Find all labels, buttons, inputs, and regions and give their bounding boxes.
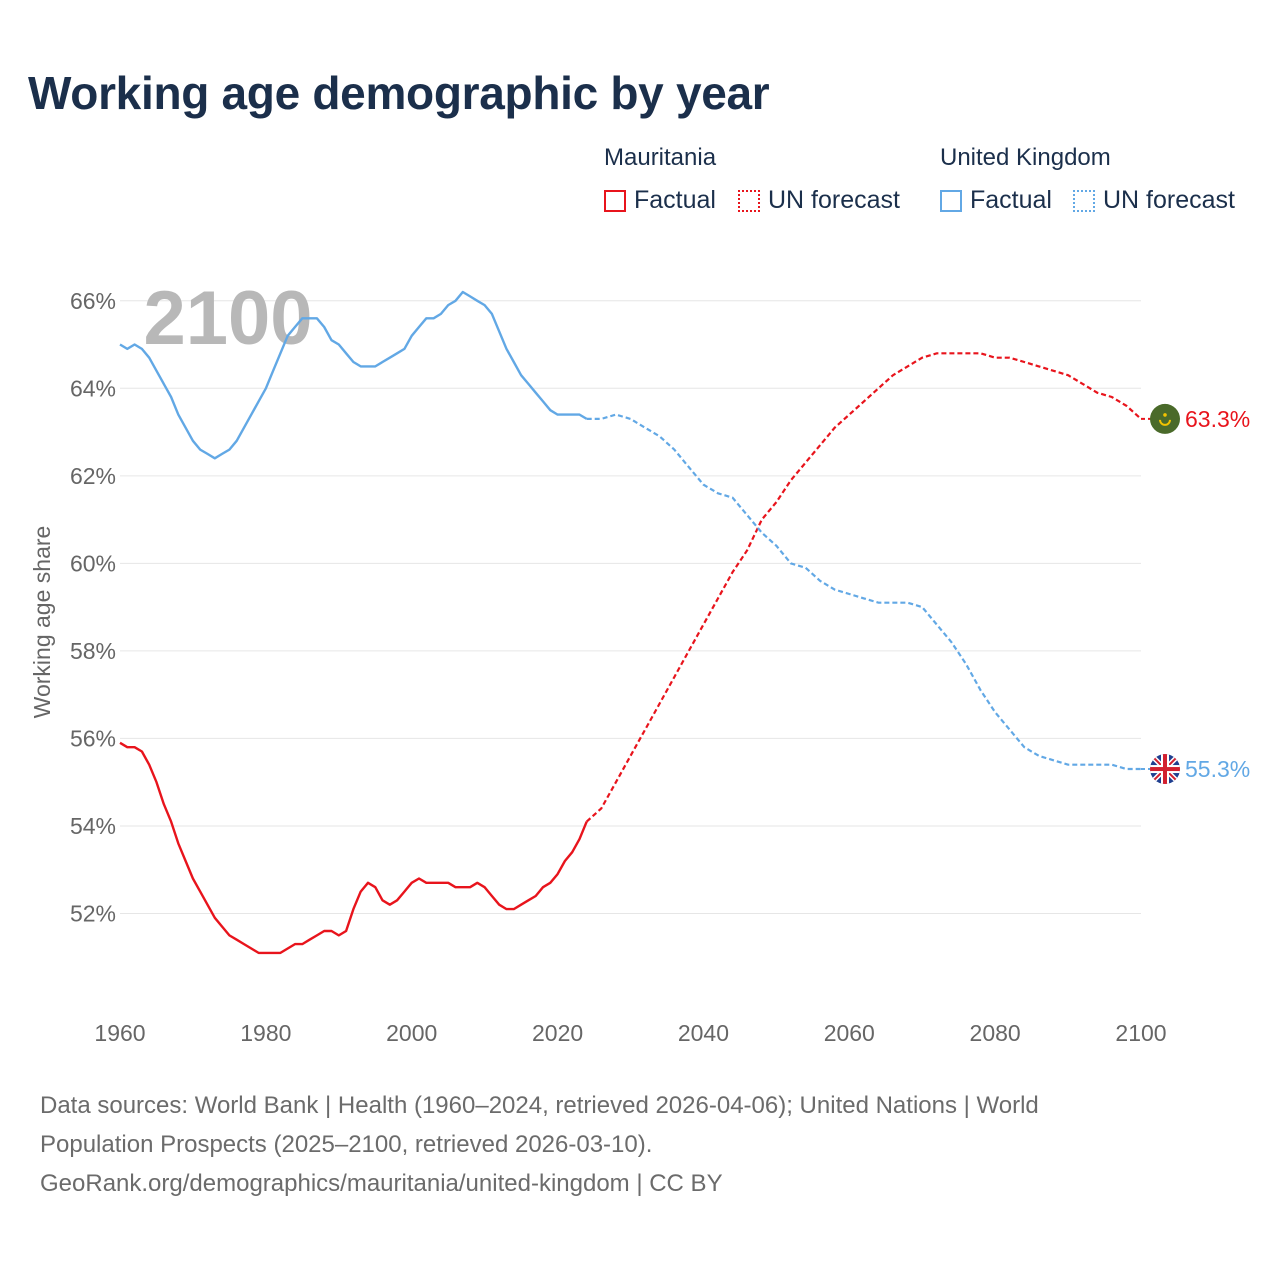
y-axis-ticks: 52% 54% 56% 58% 60% 62% 64% 66% <box>70 288 116 927</box>
footer-line-1: Data sources: World Bank | Health (1960–… <box>40 1092 1039 1119</box>
y-tick-label: 56% <box>70 725 116 751</box>
line-chart: 52% 54% 56% 58% 60% 62% 64% 66% 1960 1980 2000 202… <box>29 276 1250 1046</box>
series-line-mauritania-forecast <box>585 352 1142 823</box>
grid-lines <box>120 300 1141 914</box>
y-tick-label: 60% <box>70 550 116 576</box>
star-icon <box>1163 413 1167 417</box>
x-tick-label: 1960 <box>94 1020 145 1046</box>
legend-title-united-kingdom: United Kingdom <box>940 144 1111 171</box>
series-lines <box>119 290 1142 955</box>
y-tick-label: 52% <box>70 900 116 926</box>
series-line-united-kingdom-forecast <box>586 413 1141 771</box>
y-tick-label: 58% <box>70 638 116 664</box>
footer-line-3[interactable]: GeoRank.org/demographics/mauritania/unit… <box>40 1170 723 1197</box>
x-tick-label: 1980 <box>240 1020 291 1046</box>
x-axis-ticks: 1960 1980 2000 2020 2040 2060 2080 2100 <box>94 1020 1166 1046</box>
flag-disc <box>1150 403 1180 434</box>
end-markers: 63.3% 55.3% <box>1141 403 1250 785</box>
uk-flag-icon <box>1150 754 1180 785</box>
y-axis-label: Working age share <box>29 526 55 719</box>
legend-label: Factual <box>970 186 1052 214</box>
y-tick-label: 64% <box>70 375 116 401</box>
footer-sources: Data sources: World Bank | Health (1960–… <box>40 1086 1240 1203</box>
legend-swatch-dotted-icon <box>1073 189 1095 212</box>
y-tick-label: 66% <box>70 288 116 314</box>
legend-item-mauritania-factual[interactable]: Factual <box>604 186 716 215</box>
year-overlay: 2100 <box>143 276 312 361</box>
x-tick-label: 2080 <box>970 1020 1021 1046</box>
x-tick-label: 2100 <box>1115 1020 1166 1046</box>
y-tick-label: 62% <box>70 463 116 489</box>
legend-label: UN forecast <box>768 186 900 214</box>
legend-title-mauritania: Mauritania <box>604 144 717 171</box>
page-title: Working age demographic by year <box>28 67 770 119</box>
footer-line-2: Population Prospects (2025–2100, retriev… <box>40 1131 653 1158</box>
legend-item-mauritania-forecast[interactable]: UN forecast <box>738 186 900 215</box>
end-value-label-united-kingdom: 55.3% <box>1185 756 1250 782</box>
x-tick-label: 2040 <box>678 1020 729 1046</box>
legend-swatch-dotted-icon <box>738 189 760 212</box>
legend-label: Factual <box>634 186 716 214</box>
end-value-label-mauritania: 63.3% <box>1185 406 1250 432</box>
legend-swatch-solid-icon <box>604 189 626 212</box>
legend-item-uk-forecast[interactable]: UN forecast <box>1073 186 1235 215</box>
x-tick-label: 2020 <box>532 1020 583 1046</box>
x-tick-label: 2000 <box>386 1020 437 1046</box>
series-line-united-kingdom-factual <box>119 290 588 460</box>
x-tick-label: 2060 <box>824 1020 875 1046</box>
y-tick-label: 54% <box>70 813 116 839</box>
series-line-mauritania-factual <box>119 741 588 955</box>
legend-label: UN forecast <box>1103 186 1235 214</box>
mauritania-flag-icon <box>1150 403 1180 434</box>
legend-swatch-solid-icon <box>940 189 962 212</box>
legend-item-uk-factual[interactable]: Factual <box>940 186 1052 215</box>
crescent-icon <box>1159 419 1171 426</box>
